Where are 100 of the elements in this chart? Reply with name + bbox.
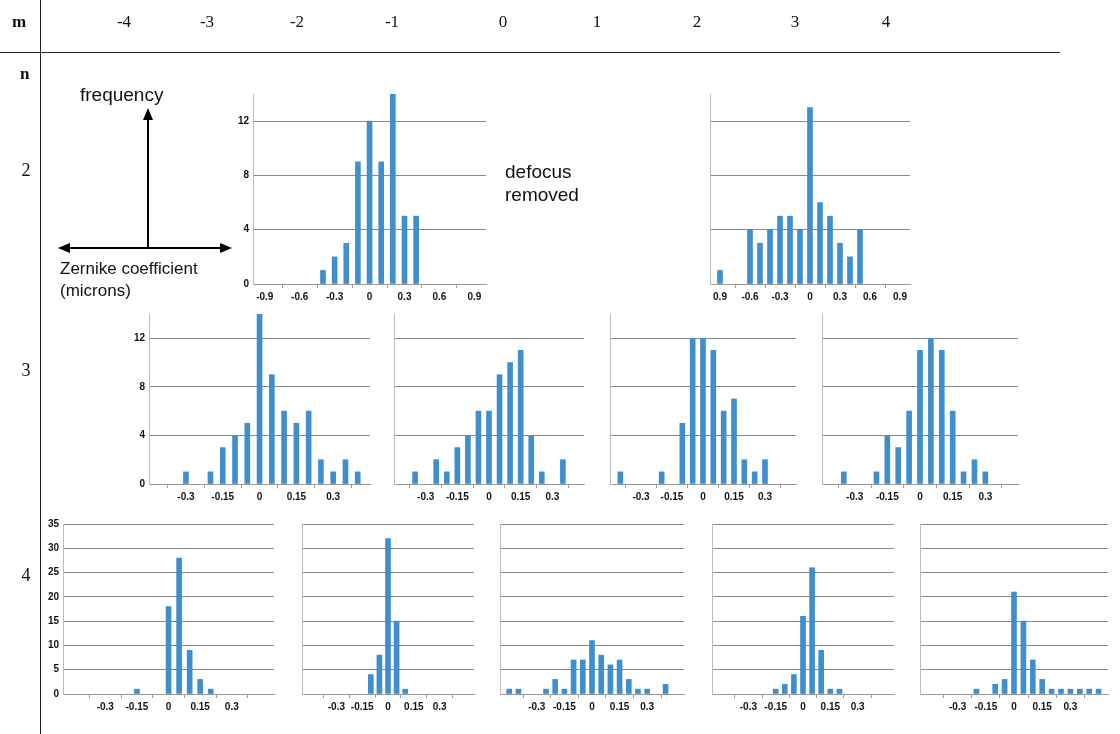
x-tick-label: 0	[800, 700, 807, 712]
x-tick-label: 0.15	[724, 490, 745, 502]
category-label: -4	[115, 12, 133, 32]
x-tick-label: 0.3	[978, 490, 993, 502]
bar	[244, 422, 251, 484]
category-label: 4	[880, 12, 892, 32]
bar	[847, 256, 853, 284]
bar	[767, 229, 773, 284]
y-tick-label: 25	[48, 566, 60, 578]
category-label: -2	[288, 12, 306, 32]
x-tick-label: -0.3	[632, 490, 651, 502]
x-tick-label: -0.15	[553, 700, 577, 712]
x-tick-label: 0	[486, 490, 493, 502]
bar	[402, 688, 409, 694]
x-tick-label: 0.15	[1032, 700, 1053, 712]
y-tick-label: 4	[139, 429, 146, 441]
x-tick-label: 0	[589, 700, 596, 712]
category-label: -3	[198, 12, 216, 32]
bar	[281, 410, 287, 484]
bar	[938, 350, 945, 484]
bar	[971, 459, 978, 484]
y-tick-label: 35	[48, 517, 60, 529]
x-tick-label: -0.15	[350, 700, 375, 712]
y-tick-label: 0	[53, 687, 60, 699]
x-tick-label: 0.9	[893, 290, 908, 302]
bar	[207, 688, 214, 694]
x-tick-label: -0.3	[948, 700, 967, 712]
x-tick-label: 0.3	[850, 700, 865, 712]
bar	[797, 229, 803, 284]
y-tick-label: 8	[139, 380, 146, 392]
text: n	[20, 64, 30, 84]
category-label: 4	[21, 565, 31, 585]
bar	[837, 242, 843, 284]
bar	[412, 471, 418, 484]
x-tick-label: 0.15	[404, 700, 424, 712]
x-tick-label: 0.9	[713, 290, 728, 302]
bar	[895, 447, 902, 484]
bar	[791, 674, 797, 694]
x-tick-label: 0	[385, 700, 392, 712]
bar	[589, 640, 595, 694]
text: m	[12, 12, 27, 32]
y-tick-label: 0	[243, 277, 250, 289]
bar	[1039, 679, 1046, 694]
bar	[433, 459, 440, 484]
y-tick-label: 8	[243, 169, 250, 181]
text: defocus removed	[505, 160, 580, 206]
x-tick-label: -0.15	[445, 490, 470, 502]
y-tick-label: 15	[48, 614, 60, 626]
y-tick-label: 12	[134, 332, 146, 344]
bar	[644, 688, 651, 694]
bar	[1029, 659, 1036, 694]
category-label: 3	[21, 360, 31, 380]
bar	[840, 471, 847, 484]
x-tick-label: -0.3	[96, 700, 115, 712]
y-tick-label: 30	[48, 542, 60, 554]
category-label: -1	[383, 12, 401, 32]
bar	[717, 270, 723, 284]
x-tick-label: 0.15	[820, 700, 841, 712]
bar	[1058, 688, 1064, 694]
bar	[700, 337, 706, 484]
bar	[579, 659, 586, 694]
x-tick-label: 0	[165, 700, 172, 712]
bar	[625, 679, 632, 694]
bar	[355, 161, 361, 284]
bar	[1001, 679, 1008, 694]
x-tick-label: 0.3	[640, 700, 655, 712]
bar	[827, 688, 834, 694]
x-tick-label: -0.15	[211, 490, 235, 502]
x-tick-label: 0.3	[833, 290, 848, 302]
x-tick-label: 0.15	[609, 700, 630, 712]
y-tick-label: 5	[53, 663, 60, 675]
bar	[1076, 688, 1083, 694]
bar	[598, 654, 605, 694]
bar	[318, 459, 324, 484]
bar	[390, 94, 396, 284]
x-tick-label: 0.3	[397, 290, 412, 302]
bar	[552, 679, 559, 694]
x-tick-label: 0	[366, 290, 373, 302]
bar	[928, 337, 934, 484]
bar	[385, 538, 391, 694]
x-tick-label: -0.3	[739, 700, 758, 712]
x-tick-label: -0.3	[846, 490, 864, 502]
bar	[232, 435, 238, 484]
bar	[176, 557, 182, 694]
y-tick-label: 0	[139, 477, 146, 489]
bar	[772, 688, 779, 694]
bar	[560, 459, 566, 484]
category-label: 3	[789, 12, 801, 32]
bar	[342, 459, 349, 484]
bar	[635, 688, 641, 694]
x-tick-label: 0	[807, 290, 814, 302]
category-label: 2	[691, 12, 703, 32]
x-tick-label: 0.9	[467, 290, 482, 302]
x-tick-label: 0.15	[510, 490, 531, 502]
y-tick-label: 4	[243, 223, 250, 235]
bar	[1086, 688, 1093, 694]
x-tick-label: 0.15	[190, 700, 211, 712]
bar	[538, 471, 545, 484]
y-tick-label: 20	[48, 590, 60, 602]
bar	[269, 374, 275, 484]
